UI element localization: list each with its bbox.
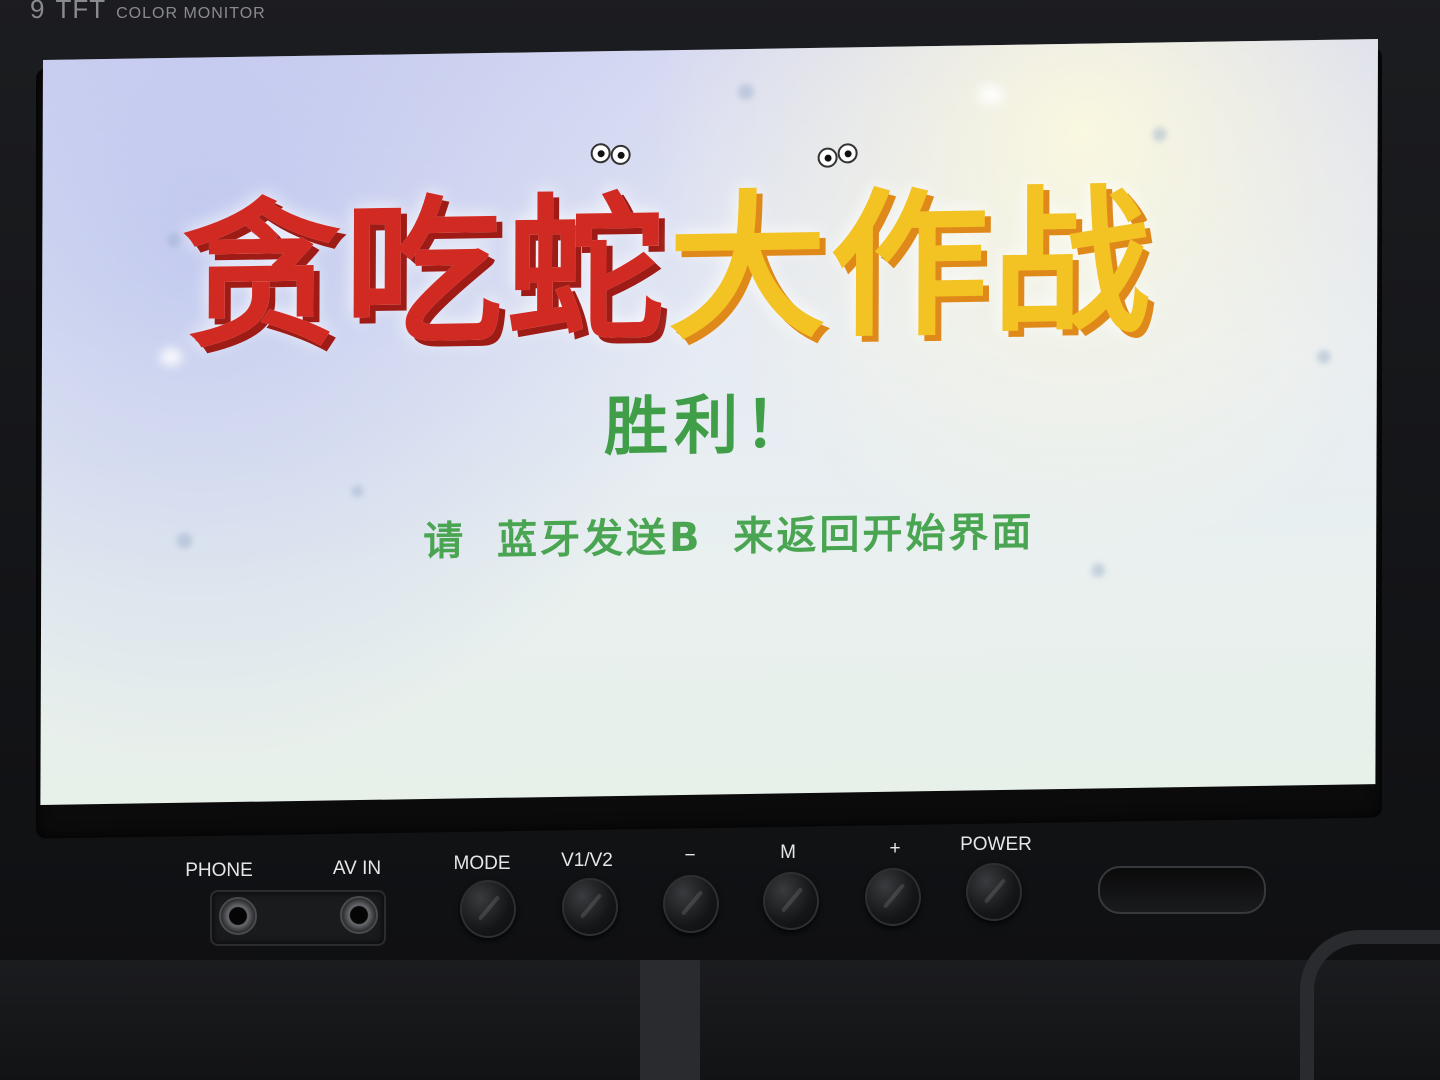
av-in-jack-icon[interactable] (340, 896, 378, 934)
av-in-label: AV IN (332, 858, 382, 879)
power-button[interactable] (966, 863, 1022, 921)
mode-button[interactable] (460, 880, 516, 938)
minus-button[interactable] (663, 875, 719, 933)
game-title: 贪吃蛇 大作战 (182, 150, 1293, 369)
minus-label: − (684, 845, 696, 866)
game-title-red: 贪吃蛇 (181, 177, 669, 370)
screen-speck (1316, 349, 1331, 364)
screen-speck (351, 484, 364, 498)
brand-caption: COLOR MONITOR (116, 5, 266, 22)
desk-surface (0, 960, 1440, 1080)
plus-button[interactable] (865, 868, 921, 926)
power-label: POWER (960, 834, 1032, 855)
v1v2-button[interactable] (562, 878, 618, 936)
screen-glare (977, 84, 1004, 106)
return-hint: 请 蓝牙发送B 来返回开始界面 (423, 509, 1035, 566)
brand-size: 9 (30, 0, 46, 24)
screen-speck (1091, 563, 1106, 578)
monitor-stand (640, 960, 700, 1080)
phone-jack-icon[interactable] (219, 897, 257, 935)
red-snake-eyes-icon (590, 143, 631, 166)
screen-speck (1152, 127, 1167, 142)
screen-speck (737, 83, 754, 101)
control-strip: PHONE AV IN MODE V1/V2 − M + POWER (0, 830, 1440, 970)
brand-model: TFT (55, 0, 107, 24)
victory-message: 胜利！ (604, 387, 815, 466)
power-cable (1300, 930, 1440, 1080)
plus-label: + (889, 838, 901, 859)
m-label: M (780, 842, 796, 863)
mode-label: MODE (453, 853, 511, 874)
game-title-yellow: 大作战 (667, 170, 1155, 362)
v1v2-label: V1/V2 (561, 850, 613, 871)
yellow-snake-eyes-icon (817, 143, 858, 168)
ir-sensor-window (1098, 866, 1266, 914)
lcd-screen: 贪吃蛇 大作战 胜利！ 请 蓝牙发送B 来返回开始界面 (40, 39, 1378, 806)
screen-glare (159, 347, 182, 367)
phone-label: PHONE (185, 860, 253, 881)
screen-speck (167, 232, 182, 248)
monitor-brand: 9 TFT COLOR MONITOR (30, 0, 266, 25)
m-button[interactable] (763, 872, 819, 930)
